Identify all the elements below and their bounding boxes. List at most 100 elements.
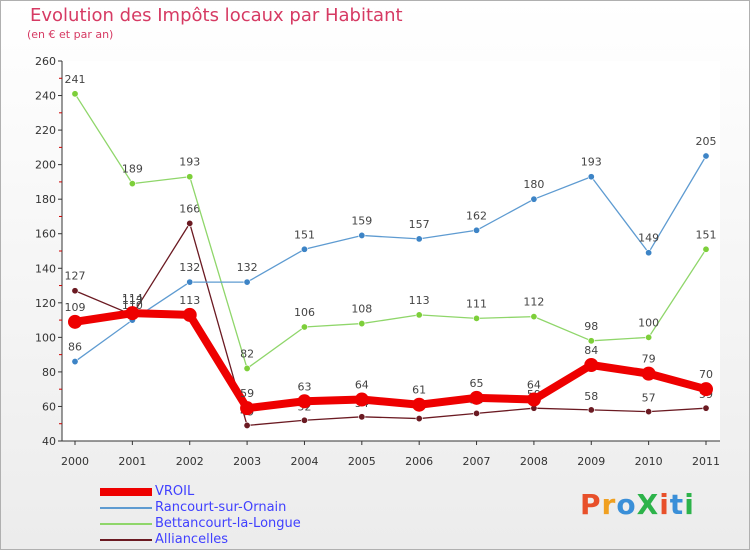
logo-letter: i: [684, 488, 695, 521]
data-label: 84: [584, 344, 598, 357]
legend-swatch: [100, 488, 152, 496]
data-point: [358, 320, 366, 328]
legend-label: Alliancelles: [155, 532, 229, 547]
y-tick-label: 200: [35, 159, 56, 172]
legend-swatch: [100, 523, 152, 525]
data-point: [645, 249, 653, 257]
data-point: [128, 180, 136, 188]
x-tick-label: 2000: [61, 455, 89, 468]
data-label: 166: [179, 202, 200, 215]
data-point: [297, 394, 312, 409]
legend-swatch: [100, 507, 152, 509]
data-point: [473, 226, 481, 234]
data-label: 132: [237, 261, 258, 274]
data-label: 113: [409, 294, 430, 307]
data-label: 113: [179, 294, 200, 307]
data-label: 205: [696, 135, 717, 148]
data-label: 113: [122, 294, 143, 307]
data-point: [702, 245, 710, 253]
data-point: [473, 409, 481, 417]
logo-letter: i: [659, 488, 670, 521]
data-point: [587, 406, 595, 414]
data-label: 61: [412, 384, 426, 397]
chart-subtitle: (en € et par an): [27, 28, 114, 41]
data-label: 157: [409, 218, 430, 231]
y-tick-label: 180: [35, 193, 56, 206]
x-tick-label: 2003: [233, 455, 261, 468]
series-line-Rancourt-sur-Ornain: [74, 155, 707, 363]
data-point: [699, 382, 713, 397]
x-tick-label: 2001: [118, 455, 146, 468]
data-label: 241: [65, 73, 86, 86]
y-tick-label: 260: [35, 55, 56, 68]
logo-letter: r: [601, 488, 617, 521]
y-tick-label: 80: [42, 366, 56, 379]
data-label: 193: [179, 156, 200, 169]
data-label: 106: [294, 306, 315, 319]
data-point: [243, 364, 251, 372]
data-point: [587, 173, 595, 181]
plot-area: [62, 61, 720, 441]
x-tick-label: 2005: [348, 455, 376, 468]
data-label: 162: [466, 209, 487, 222]
data-point: [71, 358, 79, 366]
data-label: 59: [240, 387, 254, 400]
legend-swatch: [100, 539, 152, 541]
data-point: [300, 416, 308, 424]
data-label: 151: [696, 228, 717, 241]
data-point: [358, 413, 366, 421]
y-tick-label: 220: [35, 124, 56, 137]
x-tick-label: 2009: [577, 455, 605, 468]
data-label: 151: [294, 228, 315, 241]
y-tick-label: 100: [35, 331, 56, 344]
x-tick-label: 2002: [176, 455, 204, 468]
data-label: 98: [584, 320, 598, 333]
data-label: 63: [297, 380, 311, 393]
data-point: [71, 90, 79, 98]
data-point: [186, 278, 194, 286]
data-point: [358, 231, 366, 239]
data-label: 132: [179, 261, 200, 274]
data-label: 64: [355, 379, 369, 392]
data-point: [415, 415, 423, 423]
data-label: 79: [642, 353, 656, 366]
y-tick-label: 140: [35, 262, 56, 275]
data-point: [526, 392, 541, 407]
data-point: [702, 404, 710, 412]
data-point: [68, 314, 82, 329]
series-line-Alliancelles: [74, 222, 707, 427]
data-point: [243, 421, 251, 429]
data-point: [415, 235, 423, 243]
data-point: [186, 173, 194, 181]
legend-label: Rancourt-sur-Ornain: [155, 500, 287, 515]
data-label: 86: [68, 341, 82, 354]
y-tick-label: 240: [35, 90, 56, 103]
data-point: [469, 390, 484, 405]
x-tick-label: 2010: [635, 455, 663, 468]
logo-letter: X: [636, 488, 660, 521]
chart-title: Evolution des Impôts locaux par Habitant: [30, 5, 403, 26]
data-point: [702, 152, 710, 160]
data-point: [530, 313, 538, 321]
data-point: [645, 408, 653, 416]
y-tick-label: 60: [42, 400, 56, 413]
data-point: [300, 323, 308, 331]
data-label: 82: [240, 347, 254, 360]
data-point: [412, 397, 427, 412]
data-point: [584, 358, 599, 372]
data-label: 180: [523, 178, 544, 191]
data-label: 159: [351, 214, 372, 227]
data-point: [71, 287, 79, 295]
data-label: 112: [523, 296, 544, 309]
proxiti-logo: ProXiti: [580, 488, 695, 521]
data-label: 58: [584, 390, 598, 403]
x-tick-label: 2008: [520, 455, 548, 468]
data-point: [415, 311, 423, 319]
legend-label: Bettancourt-la-Longue: [155, 516, 301, 531]
data-point: [354, 392, 369, 407]
y-tick-label: 120: [35, 297, 56, 310]
data-point: [240, 401, 255, 416]
data-point: [645, 333, 653, 341]
legend-label: VROIL: [155, 484, 195, 499]
